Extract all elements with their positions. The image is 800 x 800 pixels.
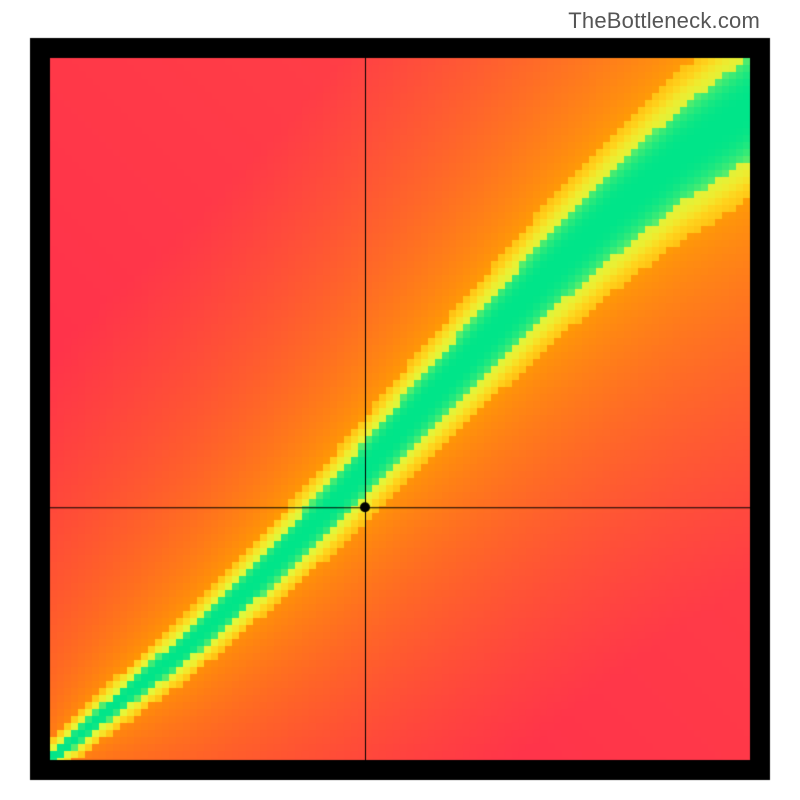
chart-container: TheBottleneck.com	[0, 0, 800, 800]
watermark-text: TheBottleneck.com	[568, 8, 760, 34]
heatmap-canvas	[0, 0, 800, 800]
